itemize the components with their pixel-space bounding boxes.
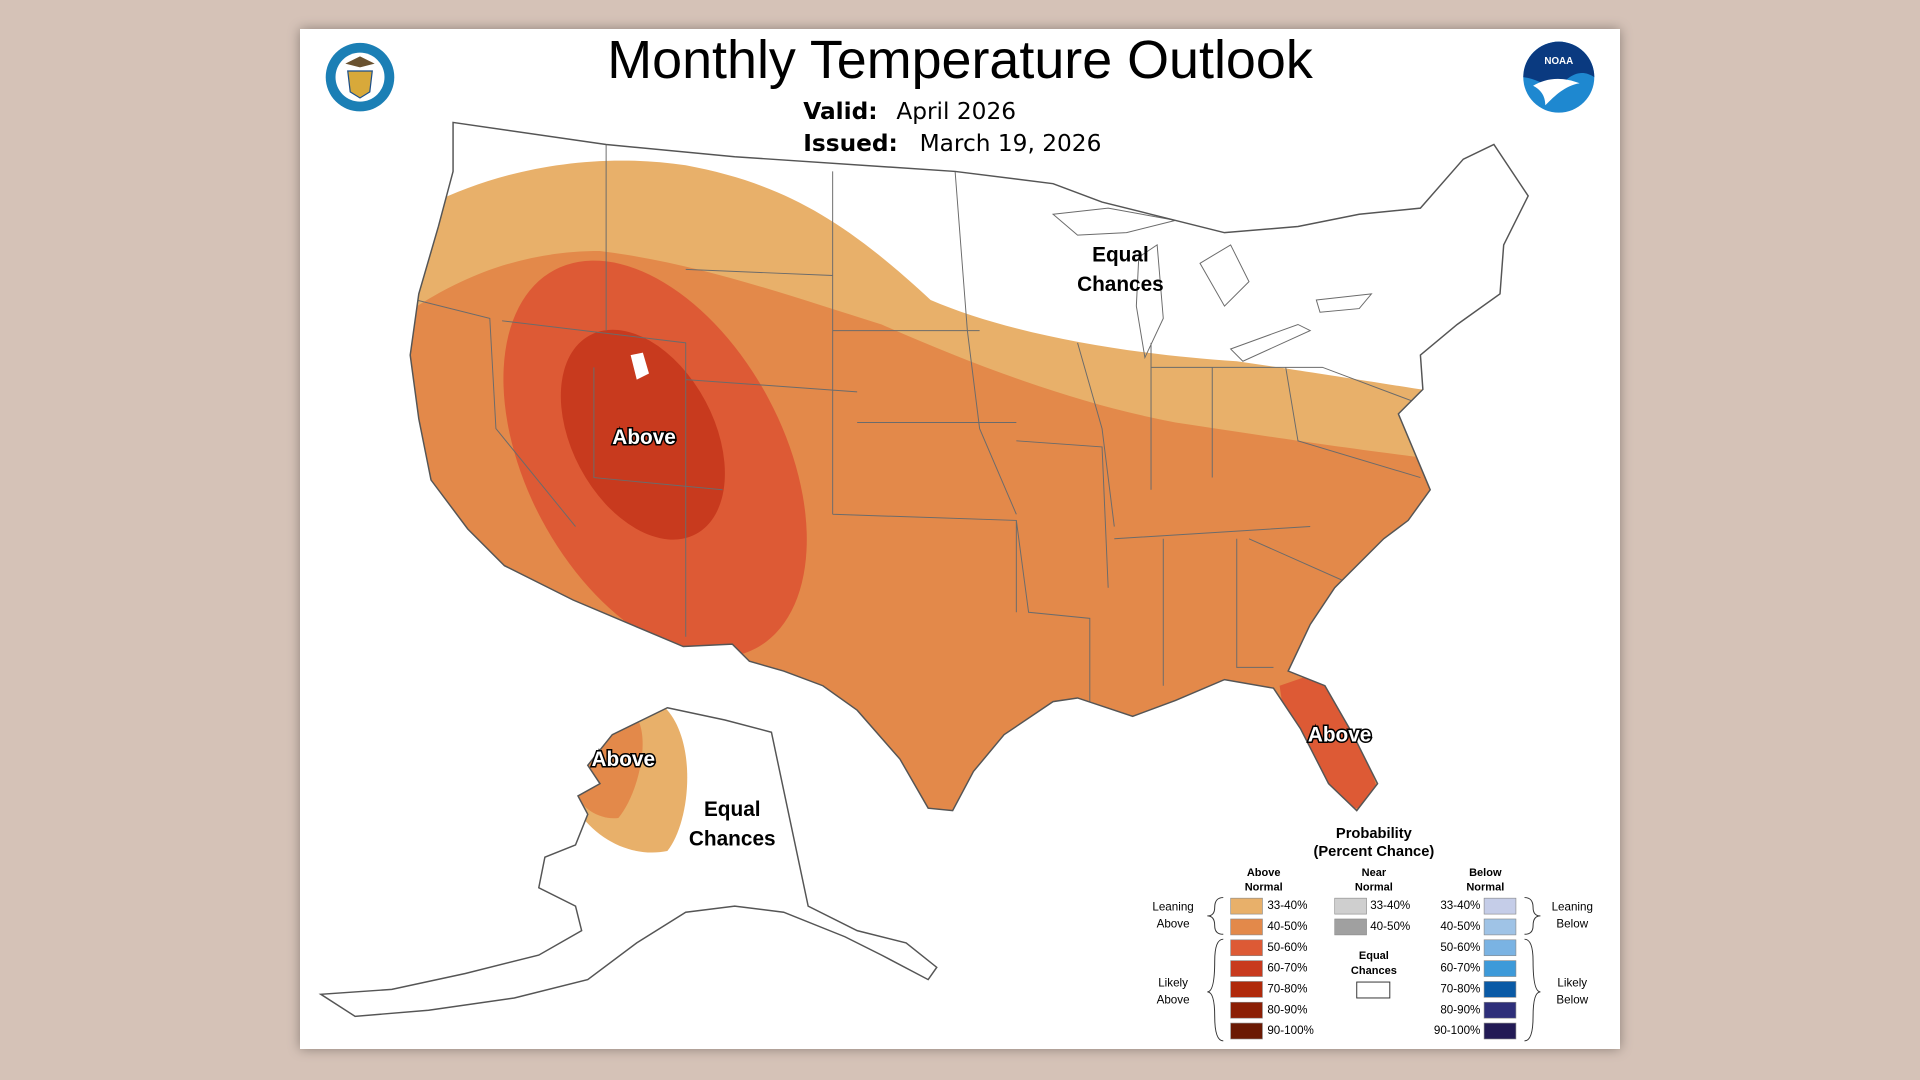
map-label: Chances: [1077, 273, 1164, 296]
valid-label: Valid:: [803, 98, 877, 125]
map-label: Above: [612, 426, 676, 449]
column-heading: Above: [1247, 867, 1281, 879]
map-label: Above: [591, 748, 655, 771]
legend-swatch: [1483, 960, 1517, 977]
legend-swatch: [1230, 1022, 1263, 1040]
group-label: Above: [1157, 918, 1190, 931]
legend-swatch: [1483, 939, 1517, 957]
noaa-logo: NOAA: [1523, 41, 1595, 113]
svg-text:NOAA: NOAA: [1544, 56, 1573, 67]
state-lines: [416, 144, 1421, 711]
title: Monthly Temperature Outlook: [607, 30, 1314, 90]
ec-swatch: [1356, 981, 1391, 999]
legend-label: 70-80%: [1267, 982, 1307, 995]
group-label: Likely: [1158, 976, 1188, 989]
legend-swatch: [1230, 897, 1263, 915]
group-label: Leaning: [1152, 900, 1193, 913]
legend-swatch: [1483, 918, 1517, 936]
legend-label: 33-40%: [1440, 899, 1480, 912]
legend-swatch: [1483, 981, 1517, 998]
column-heading: Near: [1362, 867, 1387, 879]
legend-swatch: [1230, 939, 1263, 957]
doc-seal: [325, 42, 395, 112]
map-label: Equal: [704, 798, 761, 821]
group-label: Above: [1157, 993, 1190, 1006]
above-60-70-region: [560, 329, 725, 540]
map-label: Above: [1308, 723, 1372, 746]
legend-label: 80-90%: [1440, 1003, 1480, 1016]
legend-label: 50-60%: [1267, 941, 1307, 954]
legend-label: 33-40%: [1370, 899, 1410, 912]
brace: [1207, 897, 1224, 1042]
group-label: Leaning: [1552, 900, 1593, 913]
column-heading: Below: [1469, 867, 1502, 879]
legend: Probability (Percent Chance) Equal Chanc…: [1152, 826, 1593, 1042]
legend-swatch: [1230, 960, 1263, 977]
valid-value: April 2026: [896, 98, 1016, 125]
legend-swatch: [1334, 897, 1367, 915]
legend-label: 70-80%: [1440, 982, 1480, 995]
legend-label: 40-50%: [1370, 920, 1410, 933]
legend-swatch: [1230, 1001, 1263, 1019]
legend-label: 60-70%: [1267, 962, 1307, 975]
brace: [1524, 897, 1541, 1042]
legend-label: 60-70%: [1440, 962, 1480, 975]
legend-swatch: [1483, 897, 1517, 915]
legend-title: (Percent Chance): [1313, 844, 1434, 860]
great-salt-lake: [630, 352, 649, 380]
legend-swatch: [1483, 1022, 1517, 1040]
map-label: Chances: [689, 828, 776, 851]
ec-label: Chances: [1351, 965, 1397, 977]
legend-swatch: [1483, 1001, 1517, 1019]
legend-label: 50-60%: [1440, 941, 1480, 954]
group-label: Below: [1556, 993, 1588, 1006]
column-heading: Normal: [1355, 882, 1393, 894]
legend-swatch: [1334, 918, 1367, 936]
legend-label: 90-100%: [1267, 1024, 1314, 1037]
ec-label: Equal: [1359, 950, 1389, 962]
legend-label: 90-100%: [1434, 1024, 1481, 1037]
legend-title: Probability: [1336, 826, 1413, 842]
column-heading: Normal: [1245, 882, 1283, 894]
legend-swatch: [1230, 918, 1263, 936]
legend-swatch: [1230, 981, 1263, 998]
issued-value: March 19, 2026: [920, 130, 1102, 157]
group-label: Likely: [1557, 976, 1587, 989]
map-label: Equal: [1092, 243, 1149, 266]
issued-label: Issued:: [803, 130, 898, 157]
great-lakes: [1051, 207, 1373, 362]
column-heading: Normal: [1466, 882, 1504, 894]
legend-label: 40-50%: [1440, 920, 1480, 933]
group-label: Below: [1556, 918, 1588, 931]
legend-label: 33-40%: [1267, 899, 1307, 912]
legend-label: 40-50%: [1267, 920, 1307, 933]
legend-label: 80-90%: [1267, 1003, 1307, 1016]
